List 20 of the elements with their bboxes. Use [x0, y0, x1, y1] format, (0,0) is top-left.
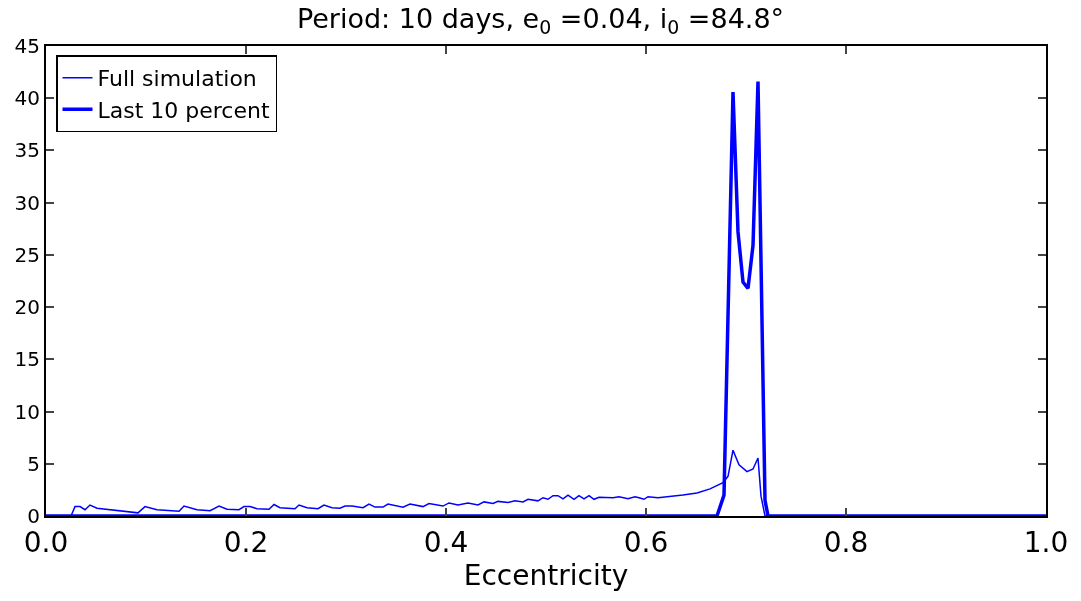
x-tick-label: 0.2: [223, 525, 269, 559]
legend-label: Last 10 percent: [97, 97, 270, 123]
x-tick-label: 0.6: [623, 525, 669, 559]
legend-label: Full simulation: [97, 66, 257, 92]
y-tick-label: 15: [14, 347, 40, 372]
chart-title: Period: 10 days, e$_{0}$ =0.04, i$_{0}$ =84.8°: [296, 2, 785, 38]
y-tick-label: 45: [14, 34, 40, 58]
y-tick-label: 35: [14, 138, 40, 163]
x-tick-label: 1.0: [1023, 525, 1069, 559]
x-tick-label: 0.8: [823, 525, 869, 559]
y-tick-label: 10: [14, 399, 40, 424]
y-tick-label: 20: [14, 295, 40, 320]
y-tick-label: 30: [14, 190, 40, 215]
y-tick-label: 0: [27, 504, 40, 528]
x-tick-label: 0.4: [423, 525, 469, 559]
y-tick-label: 25: [14, 242, 40, 267]
x-axis-title: Eccentricity: [463, 558, 629, 592]
y-tick-label: 40: [14, 86, 40, 111]
y-tick-label: 5: [27, 451, 40, 476]
x-tick-label: 0.0: [23, 525, 69, 559]
